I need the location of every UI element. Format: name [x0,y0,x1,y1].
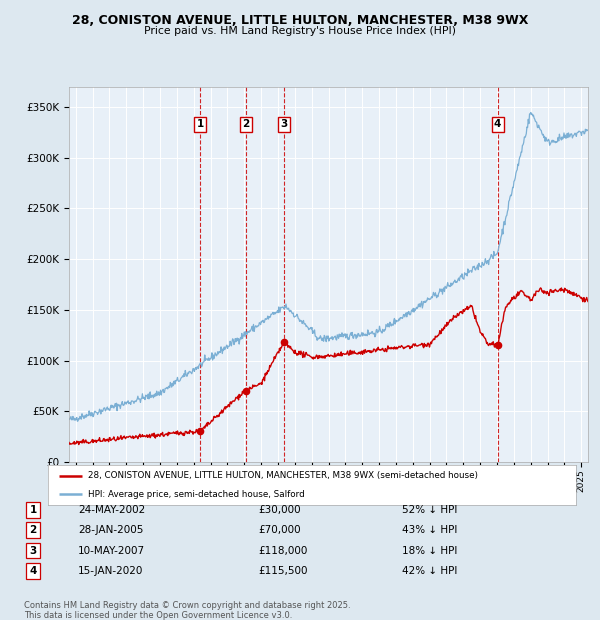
Text: HPI: Average price, semi-detached house, Salford: HPI: Average price, semi-detached house,… [88,490,304,499]
Text: 42% ↓ HPI: 42% ↓ HPI [402,566,457,576]
Text: 52% ↓ HPI: 52% ↓ HPI [402,505,457,515]
Text: 1: 1 [197,119,204,130]
Text: £118,000: £118,000 [258,546,307,556]
Text: 10-MAY-2007: 10-MAY-2007 [78,546,145,556]
Text: Contains HM Land Registry data © Crown copyright and database right 2025.: Contains HM Land Registry data © Crown c… [24,601,350,611]
Text: 4: 4 [494,119,502,130]
Text: 28-JAN-2005: 28-JAN-2005 [78,525,143,535]
Text: 24-MAY-2002: 24-MAY-2002 [78,505,145,515]
Text: 2: 2 [29,525,37,535]
Text: 28, CONISTON AVENUE, LITTLE HULTON, MANCHESTER, M38 9WX (semi-detached house): 28, CONISTON AVENUE, LITTLE HULTON, MANC… [88,471,478,480]
Text: £70,000: £70,000 [258,525,301,535]
Text: 28, CONISTON AVENUE, LITTLE HULTON, MANCHESTER, M38 9WX: 28, CONISTON AVENUE, LITTLE HULTON, MANC… [72,14,528,27]
Text: 43% ↓ HPI: 43% ↓ HPI [402,525,457,535]
Text: 3: 3 [29,546,37,556]
Text: 2: 2 [242,119,249,130]
Text: 18% ↓ HPI: 18% ↓ HPI [402,546,457,556]
Text: 4: 4 [29,566,37,576]
Text: 15-JAN-2020: 15-JAN-2020 [78,566,143,576]
Text: 1: 1 [29,505,37,515]
Text: This data is licensed under the Open Government Licence v3.0.: This data is licensed under the Open Gov… [24,611,292,620]
Text: £115,500: £115,500 [258,566,308,576]
Text: Price paid vs. HM Land Registry's House Price Index (HPI): Price paid vs. HM Land Registry's House … [144,26,456,36]
Text: £30,000: £30,000 [258,505,301,515]
Text: 3: 3 [280,119,287,130]
